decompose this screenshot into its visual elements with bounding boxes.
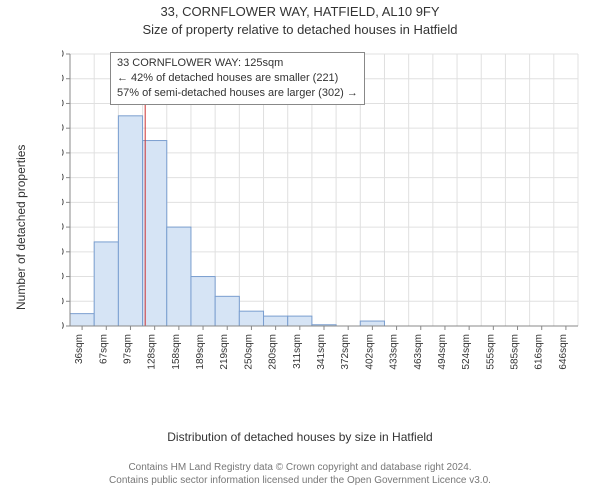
svg-text:128sqm: 128sqm	[147, 334, 158, 370]
bar	[94, 242, 118, 326]
svg-text:524sqm: 524sqm	[461, 334, 472, 370]
svg-text:433sqm: 433sqm	[389, 334, 400, 370]
svg-text:97sqm: 97sqm	[122, 334, 133, 364]
svg-text:80: 80	[62, 222, 64, 233]
bar	[118, 116, 142, 326]
svg-text:463sqm: 463sqm	[413, 334, 424, 370]
credits-line-2: Contains public sector information licen…	[0, 475, 600, 488]
svg-text:219sqm: 219sqm	[219, 334, 230, 370]
svg-text:60: 60	[62, 247, 64, 258]
bars-group	[70, 116, 384, 326]
svg-text:36sqm: 36sqm	[74, 334, 85, 364]
bar	[239, 311, 263, 326]
y-axis-label: Number of detached properties	[14, 145, 28, 310]
svg-text:0: 0	[62, 321, 64, 332]
bar	[360, 321, 384, 326]
svg-text:220: 220	[62, 49, 64, 60]
page-subtitle: Size of property relative to detached ho…	[0, 22, 600, 37]
svg-text:555sqm: 555sqm	[485, 334, 496, 370]
x-axis-label: Distribution of detached houses by size …	[0, 430, 600, 444]
bar	[264, 316, 288, 326]
bar	[143, 141, 167, 326]
chart-container: 33, CORNFLOWER WAY, HATFIELD, AL10 9FY S…	[0, 0, 600, 500]
bar	[215, 296, 239, 326]
credits: Contains HM Land Registry data © Crown c…	[0, 462, 600, 487]
legend-box: 33 CORNFLOWER WAY: 125sqm ← 42% of detac…	[110, 52, 365, 105]
svg-text:189sqm: 189sqm	[195, 334, 206, 370]
svg-text:180: 180	[62, 98, 64, 109]
bar	[167, 227, 191, 326]
svg-text:250sqm: 250sqm	[243, 334, 254, 370]
credits-line-1: Contains HM Land Registry data © Crown c…	[0, 462, 600, 475]
svg-text:372sqm: 372sqm	[340, 334, 351, 370]
svg-text:616sqm: 616sqm	[534, 334, 545, 370]
svg-text:280sqm: 280sqm	[268, 334, 279, 370]
svg-text:646sqm: 646sqm	[558, 334, 569, 370]
legend-line-2: ← 42% of detached houses are smaller (22…	[117, 71, 358, 86]
svg-text:311sqm: 311sqm	[292, 334, 303, 369]
svg-text:200: 200	[62, 74, 64, 85]
svg-text:67sqm: 67sqm	[98, 334, 109, 364]
svg-text:20: 20	[62, 296, 64, 307]
bar	[288, 316, 312, 326]
svg-text:341sqm: 341sqm	[316, 334, 327, 370]
svg-text:402sqm: 402sqm	[364, 334, 375, 370]
svg-text:160: 160	[62, 123, 64, 134]
svg-text:158sqm: 158sqm	[171, 334, 182, 370]
bar	[70, 314, 94, 326]
svg-text:40: 40	[62, 272, 64, 283]
y-axis: 0 20 40 60 80 100 120 140 160 180 200 220	[62, 49, 70, 332]
legend-line-3: 57% of semi-detached houses are larger (…	[117, 86, 358, 101]
svg-text:494sqm: 494sqm	[437, 334, 448, 370]
svg-text:120: 120	[62, 173, 64, 184]
svg-text:140: 140	[62, 148, 64, 159]
svg-text:585sqm: 585sqm	[510, 334, 521, 370]
bar	[191, 277, 215, 326]
page-title: 33, CORNFLOWER WAY, HATFIELD, AL10 9FY	[0, 4, 600, 19]
legend-line-1: 33 CORNFLOWER WAY: 125sqm	[117, 56, 358, 71]
svg-text:100: 100	[62, 197, 64, 208]
